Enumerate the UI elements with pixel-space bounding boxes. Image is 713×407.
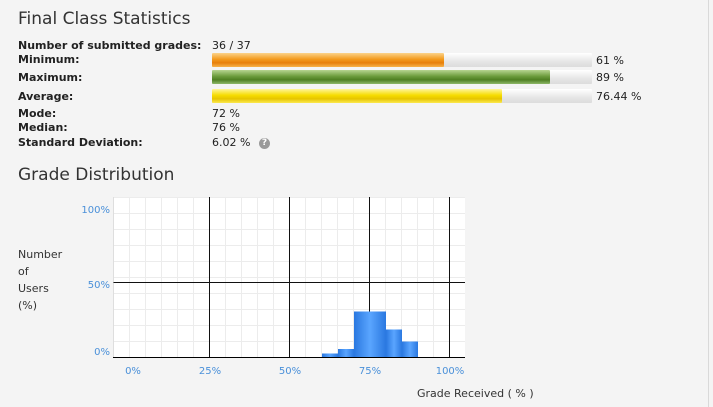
grade-distribution-title: Grade Distribution (18, 165, 175, 185)
x-tick-label: 100% (435, 366, 465, 377)
mode-value: 72 % (212, 107, 240, 120)
y-tick-label: 0% (94, 347, 110, 358)
y-axis-title-line: (%) (18, 299, 38, 312)
y-axis-title: Number of Users (%) (18, 246, 62, 314)
minimum-bar-track (212, 53, 592, 67)
histogram-bar (354, 311, 386, 358)
x-axis-title: Grade Received ( % ) (417, 387, 534, 400)
minimum-value: 61 % (596, 54, 624, 67)
average-value: 76.44 % (596, 90, 642, 103)
average-label: Average: (18, 90, 74, 103)
y-axis-title-line: of (18, 265, 29, 278)
submitted-grades-label: Number of submitted grades: (18, 39, 202, 52)
histogram-bar (402, 341, 418, 358)
y-axis-title-line: Number (18, 248, 63, 261)
y-axis-title-line: Users (18, 282, 49, 295)
x-tick-label: 75% (358, 366, 382, 377)
histogram-bar (338, 349, 354, 358)
stddev-label: Standard Deviation: (18, 136, 143, 149)
x-tick-label: 0% (125, 366, 141, 377)
histogram-bar (386, 329, 402, 358)
average-bar-track (212, 89, 592, 103)
submitted-grades-value: 36 / 37 (212, 39, 251, 52)
histogram-bar (322, 353, 338, 358)
x-tick-label: 25% (198, 366, 222, 377)
maximum-value: 89 % (596, 71, 624, 84)
minimum-label: Minimum: (18, 53, 80, 66)
y-tick-label: 100% (81, 205, 110, 216)
minimum-bar-fill (212, 53, 444, 67)
maximum-bar-track (212, 70, 592, 84)
help-icon[interactable]: ? (259, 138, 270, 149)
median-value: 76 % (212, 121, 240, 134)
y-tick-label: 50% (87, 280, 110, 291)
average-bar-fill (212, 89, 503, 103)
maximum-bar-fill (212, 70, 551, 84)
median-label: Median: (18, 121, 68, 134)
x-tick-label: 50% (278, 366, 302, 377)
mode-label: Mode: (18, 107, 57, 120)
stddev-value: 6.02 % (212, 136, 251, 149)
final-statistics-title: Final Class Statistics (18, 9, 191, 29)
grade-distribution-chart (113, 197, 465, 358)
maximum-label: Maximum: (18, 71, 83, 84)
